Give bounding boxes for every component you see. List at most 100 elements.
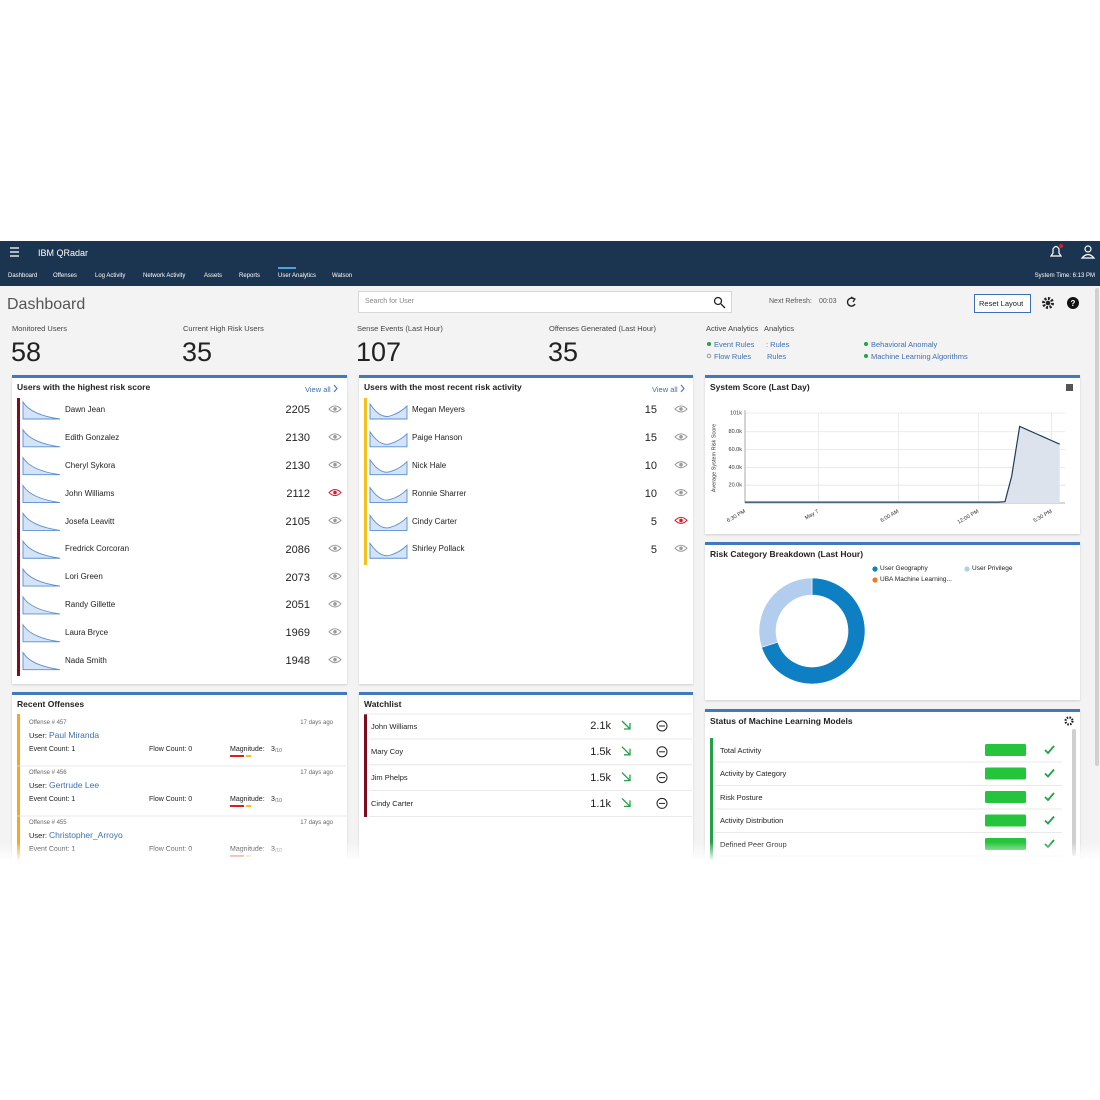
user-name[interactable]: Randy Gillette [65, 600, 116, 610]
remove-icon[interactable] [656, 746, 668, 758]
view-all-link[interactable]: View all [305, 384, 331, 394]
analytics-item[interactable]: Machine Learning Algorithms [871, 351, 968, 361]
nav-tab[interactable]: User Analytics [278, 273, 317, 280]
view-icon[interactable] [328, 405, 342, 413]
risk-score: 2130 [285, 432, 310, 445]
user-name[interactable]: Josefa Leavitt [65, 516, 115, 526]
sparkline [22, 567, 61, 587]
user-name[interactable]: Edith Gonzalez [65, 433, 120, 443]
watchlist-bar [364, 714, 367, 817]
x-tick-label: May 7 [804, 509, 820, 522]
recent-activity-panel [359, 375, 693, 684]
remove-icon[interactable] [656, 772, 668, 784]
legend-label: User Geography [880, 565, 928, 573]
user-name[interactable]: Fredrick Corcoran [65, 544, 130, 554]
flow-count: Flow Count: 0 [149, 745, 193, 753]
view-icon-pupil [679, 407, 683, 411]
offense-user[interactable]: Paul Miranda [49, 729, 100, 740]
view-icon[interactable] [674, 516, 688, 524]
analytics-item[interactable]: Event Rules [714, 339, 755, 349]
y-tick-label: 20.0k [729, 483, 743, 489]
view-icon[interactable] [328, 600, 342, 608]
magnitude-bar [230, 805, 244, 807]
view-icon[interactable] [328, 461, 342, 469]
view-icon[interactable] [328, 628, 342, 636]
user-name[interactable]: John Williams [65, 488, 115, 498]
user-name[interactable]: Cheryl Sykora [65, 460, 116, 470]
view-icon[interactable] [328, 516, 342, 524]
nav-tab[interactable]: Offenses [53, 273, 77, 280]
risk-score: 1969 [285, 627, 310, 640]
calendar-icon[interactable] [1066, 384, 1073, 391]
stat-value: 58 [11, 336, 42, 367]
analytics-item[interactable]: Rules [767, 351, 787, 361]
stat-label: Offenses Generated (Last Hour) [549, 323, 656, 333]
offense-user[interactable]: Gertrude Lee [49, 779, 100, 790]
risk-score: 10 [644, 460, 657, 473]
view-icon[interactable] [328, 489, 342, 497]
view-icon-pupil [679, 490, 683, 495]
user-name[interactable]: Nada Smith [65, 655, 107, 665]
analytics-item[interactable]: Flow Rules [714, 351, 752, 361]
analytics-item[interactable]: Behavioral Anomaly [871, 339, 938, 349]
navbar [0, 241, 1100, 286]
remove-icon[interactable] [656, 720, 668, 732]
view-all-chevron [333, 384, 338, 393]
risk-score: 15 [644, 404, 657, 417]
reset-layout-button[interactable] [974, 294, 1031, 313]
status-dot [864, 354, 868, 358]
model-status-bar [985, 767, 1026, 780]
user-name[interactable]: Ronnie Sharrer [412, 488, 467, 498]
settings-icon[interactable] [1064, 716, 1074, 726]
sparkline [369, 486, 408, 503]
user-name[interactable]: Dawn Jean [65, 405, 106, 415]
reset-layout-label[interactable]: Reset Layout [979, 298, 1024, 308]
watch-user[interactable]: Cindy Carter [371, 798, 414, 808]
nav-tab[interactable]: Assets [204, 273, 223, 280]
search-box[interactable] [358, 291, 732, 313]
view-icon[interactable] [674, 544, 688, 552]
view-icon[interactable] [328, 572, 342, 580]
nav-tab[interactable]: Watson [332, 273, 353, 280]
user-name[interactable]: Megan Meyers [412, 405, 465, 415]
user-name[interactable]: Nick Hale [412, 460, 447, 470]
view-icon[interactable] [674, 405, 688, 413]
watch-user[interactable]: Mary Coy [371, 747, 404, 757]
status-check [1044, 768, 1055, 778]
refresh-icon[interactable] [846, 297, 856, 307]
app-title: IBM QRadar [38, 247, 89, 258]
user-name[interactable]: Laura Bryce [65, 628, 109, 637]
y-tick-label: 40.0k [729, 465, 743, 471]
offense-user[interactable]: Christopher_Arroyo [49, 829, 123, 840]
notification-dot [1059, 244, 1063, 248]
nav-tab[interactable]: Log Activity [95, 273, 126, 280]
watch-user[interactable]: John Williams [371, 721, 418, 731]
watch-user[interactable]: Jim Phelps [371, 773, 408, 783]
view-icon[interactable] [328, 656, 342, 664]
legend-dot [872, 577, 878, 583]
view-icon[interactable] [328, 544, 342, 552]
analytics-item[interactable]: : Rules [766, 339, 790, 349]
nav-tab[interactable]: Dashboard [8, 273, 38, 280]
search-icon[interactable] [713, 296, 723, 306]
user-icon-head[interactable] [1084, 245, 1092, 253]
view-icon-pupil [333, 518, 337, 523]
nav-tab[interactable]: Reports [239, 273, 261, 280]
settings-icon[interactable] [1042, 297, 1054, 309]
notification-icon[interactable] [1049, 245, 1063, 257]
nav-tab[interactable]: Network Activity [143, 273, 186, 280]
user-name[interactable]: Cindy Carter [412, 516, 457, 526]
user-name[interactable]: Lori Green [65, 572, 103, 582]
user-name[interactable]: Paige Hanson [412, 433, 463, 443]
user-name[interactable]: Shirley Pollack [412, 544, 465, 554]
view-icon[interactable] [674, 489, 688, 497]
remove-icon[interactable] [656, 797, 668, 809]
risk-score: 2073 [285, 571, 310, 584]
view-all-link[interactable]: View all [652, 384, 678, 394]
x-tick-label: 12:00 PM [957, 509, 981, 526]
view-icon-pupil [333, 657, 337, 662]
view-icon[interactable] [674, 461, 688, 469]
help-icon[interactable] [1067, 297, 1079, 309]
view-icon[interactable] [674, 433, 688, 441]
view-icon[interactable] [328, 433, 342, 441]
